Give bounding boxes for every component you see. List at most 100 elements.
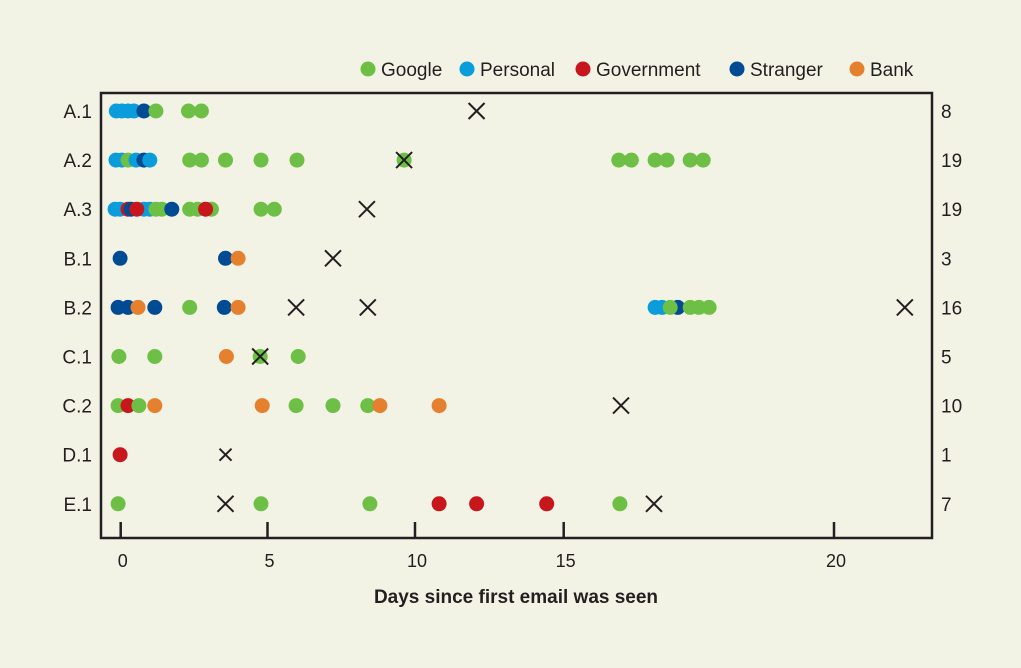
row-label: B.1 [63,249,92,270]
point-google [612,496,628,512]
row-label: A.1 [63,102,92,123]
point-google [611,152,627,168]
row-count: 5 [941,348,952,369]
point-google [682,152,698,168]
plot-frame [99,91,934,540]
point-google [288,398,304,414]
point-google [111,349,127,364]
row-count: 19 [941,200,962,221]
x-tick-label: 5 [264,551,274,571]
cross-marker [395,151,413,169]
x-tick-label: 0 [118,551,128,571]
point-google [182,152,198,168]
cross-marker [612,396,630,415]
cross-marker [896,298,914,317]
x-tick-label: 10 [407,551,427,571]
row-A-1: A.1 8 [63,102,951,123]
legend-label-personal: Personal [480,60,555,81]
cross-marker [645,495,663,513]
x-tick-label: 15 [556,551,576,571]
point-google [695,152,711,168]
point-bank [254,398,270,414]
row-label: A.3 [63,200,92,221]
row-label: E.1 [63,495,92,516]
x-tick-label: 20 [826,551,846,571]
row-A-2: A.2 19 [63,151,962,172]
legend-label-google: Google [381,60,442,81]
legend-label-bank: Bank [870,60,914,81]
row-B-1: B.1 3 [63,249,951,270]
point-bank [230,299,246,315]
row-count: 8 [941,102,952,123]
rows: A.1 8 A.2 19 A.3 19 B.1 3 B.2 16 C.1 5 C.2 10 D.1 1 E.1 7 [62,102,962,516]
row-E-1: E.1 7 [63,495,951,516]
point-google [131,398,147,414]
cross-marker [358,200,376,218]
x-axis-title: Days since first email was seen [374,587,658,608]
row-label: D.1 [62,446,92,467]
point-google [647,152,663,168]
legend-label-stranger: Stranger [750,60,824,81]
legend-swatch-personal [459,61,475,77]
row-C-1: C.1 5 [62,348,951,369]
legend-swatch-google [360,61,376,77]
point-google [623,152,639,168]
point-google [325,398,341,414]
point-government [431,496,447,512]
point-google [218,152,233,168]
point-google [253,201,269,217]
legend-swatch-bank [849,61,865,77]
cross-marker [251,347,269,366]
point-bank [372,398,388,414]
row-label: B.2 [63,298,92,319]
point-google [147,349,163,364]
point-government [129,201,145,217]
point-google [662,299,678,315]
point-google [701,299,717,315]
cross-marker [218,447,233,462]
cross-marker [359,298,377,317]
point-google [181,103,196,119]
legend-swatch-stranger [729,61,745,77]
row-count: 3 [941,249,952,270]
point-stranger [216,299,232,315]
point-google [266,201,282,217]
point-google [289,152,305,168]
row-count: 1 [941,446,952,467]
row-label: C.1 [62,348,92,369]
point-bank [218,349,234,364]
cross-marker [467,102,486,120]
point-government [120,398,136,414]
x-axis: 0 5 10 15 20 [118,522,846,571]
row-count: 19 [941,151,962,172]
point-stranger [136,103,152,119]
cross-marker [324,249,342,268]
row-A-3: A.3 19 [63,200,962,221]
point-government [198,201,214,217]
point-google [253,152,269,168]
row-label: C.2 [62,397,92,418]
row-D-1: D.1 1 [62,446,951,467]
point-google [253,496,269,512]
point-bank [147,398,163,414]
point-government [112,447,128,463]
point-google [290,349,306,364]
point-stranger [164,201,180,217]
legend-label-government: Government [596,60,701,81]
point-google [110,496,126,512]
cross-marker [216,495,235,513]
point-government [539,496,555,512]
point-stranger [218,250,233,266]
point-personal [142,152,158,168]
legend-swatch-government [575,61,591,77]
point-google [182,299,198,315]
point-bank [230,250,246,266]
point-google [148,103,164,119]
point-bank [130,299,146,315]
point-government [469,496,485,512]
point-stranger [112,250,128,266]
point-google [193,152,209,168]
point-google [193,103,209,119]
row-count: 7 [941,495,952,516]
